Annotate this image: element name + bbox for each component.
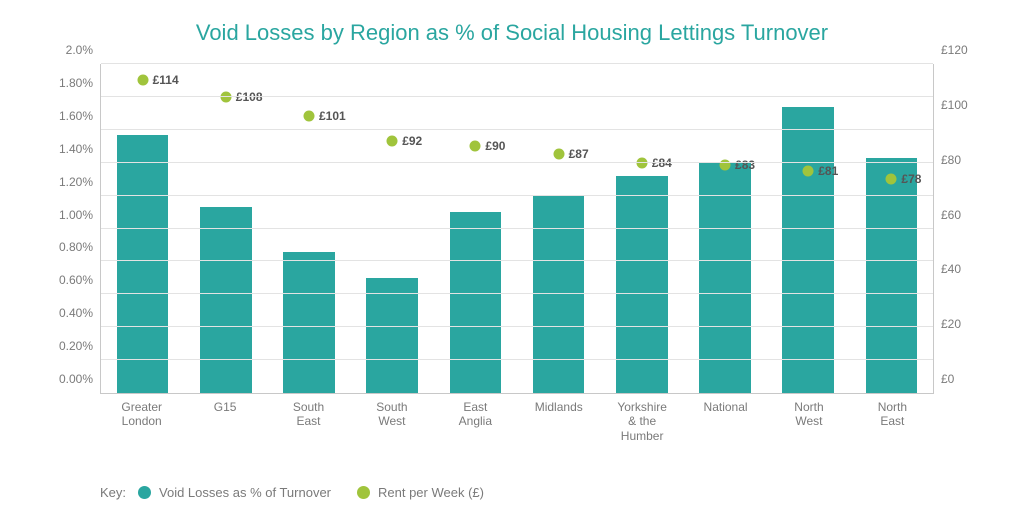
gridline — [101, 129, 933, 130]
y-right-tick: £60 — [933, 208, 961, 222]
legend-swatch-dot — [357, 486, 370, 499]
bar-slot: £87 — [517, 64, 600, 393]
gridline — [101, 260, 933, 261]
x-axis-label: EastAnglia — [434, 394, 517, 443]
gridline — [101, 326, 933, 327]
rent-dot-label: £101 — [319, 109, 346, 123]
legend: Key: Void Losses as % of Turnover Rent p… — [100, 485, 484, 500]
y-left-tick: 0.40% — [59, 306, 101, 320]
bar — [366, 278, 418, 393]
y-left-tick: 1.20% — [59, 175, 101, 189]
rent-dot-label: £92 — [402, 134, 422, 148]
x-axis-label: GreaterLondon — [100, 394, 183, 443]
bar — [450, 212, 502, 393]
y-left-tick: 1.00% — [59, 208, 101, 222]
y-left-tick: 2.0% — [66, 43, 101, 57]
y-left-tick: 0.20% — [59, 339, 101, 353]
rent-dot-label: £87 — [569, 147, 589, 161]
bar — [117, 135, 169, 393]
x-axis-labels: GreaterLondonG15SouthEastSouthWestEastAn… — [100, 394, 934, 443]
rent-dot-label: £81 — [818, 164, 838, 178]
x-axis-label: NorthEast — [851, 394, 934, 443]
rent-dot-label: £90 — [485, 139, 505, 153]
x-axis-label: Yorkshire& theHumber — [600, 394, 683, 443]
plot-wrapper: £114£108£101£92£90£87£84£83£81£78 0.00%0… — [100, 64, 934, 434]
legend-label-dot: Rent per Week (£) — [378, 485, 484, 500]
y-right-tick: £40 — [933, 262, 961, 276]
x-axis-label: National — [684, 394, 767, 443]
rent-dot — [137, 75, 148, 86]
rent-dot — [387, 135, 398, 146]
rent-dot — [304, 111, 315, 122]
rent-dot-label: £83 — [735, 158, 755, 172]
legend-label-bar: Void Losses as % of Turnover — [159, 485, 331, 500]
rent-dot — [220, 91, 231, 102]
rent-dot — [803, 165, 814, 176]
gridline — [101, 195, 933, 196]
bar-slot: £90 — [434, 64, 517, 393]
chart-title: Void Losses by Region as % of Social Hou… — [40, 20, 984, 46]
gridline — [101, 228, 933, 229]
gridline — [101, 359, 933, 360]
x-axis-label: NorthWest — [767, 394, 850, 443]
legend-swatch-bar — [138, 486, 151, 499]
bar-slot: £81 — [767, 64, 850, 393]
bar — [782, 107, 834, 393]
bar-slot: £114 — [101, 64, 184, 393]
x-axis-label: SouthEast — [267, 394, 350, 443]
gridline — [101, 162, 933, 163]
chart-container: Void Losses by Region as % of Social Hou… — [0, 0, 1024, 512]
bar-slot: £101 — [267, 64, 350, 393]
legend-key: Key: — [100, 485, 126, 500]
bar-slot: £92 — [351, 64, 434, 393]
bar — [866, 158, 918, 393]
bar — [200, 207, 252, 393]
bar-slot: £108 — [184, 64, 267, 393]
rent-dot-label: £108 — [236, 90, 263, 104]
x-axis-label: G15 — [183, 394, 266, 443]
bar — [283, 252, 335, 393]
y-right-tick: £20 — [933, 317, 961, 331]
bar-slot: £78 — [850, 64, 933, 393]
rent-dot-label: £114 — [153, 73, 179, 87]
gridline — [101, 293, 933, 294]
gridline — [101, 96, 933, 97]
bar-slot: £84 — [600, 64, 683, 393]
bar — [616, 176, 668, 393]
rent-dot-label: £84 — [652, 156, 672, 170]
y-left-tick: 1.80% — [59, 76, 101, 90]
bars-layer: £114 £108 £101 £92 £90 £87 £84 £83 £81 £78 — [101, 64, 933, 393]
rent-dot — [636, 157, 647, 168]
rent-dot — [886, 174, 897, 185]
x-axis-label: Midlands — [517, 394, 600, 443]
rent-dot-label: £78 — [901, 172, 921, 186]
y-right-tick: £120 — [933, 43, 968, 57]
rent-dot — [553, 149, 564, 160]
y-right-tick: £100 — [933, 98, 968, 112]
y-left-tick: 1.40% — [59, 142, 101, 156]
bar-slot: £83 — [683, 64, 766, 393]
y-left-tick: 1.60% — [59, 109, 101, 123]
rent-dot — [470, 141, 481, 152]
y-left-tick: 0.60% — [59, 273, 101, 287]
y-right-tick: £80 — [933, 153, 961, 167]
y-left-tick: 0.00% — [59, 372, 101, 386]
x-axis-label: SouthWest — [350, 394, 433, 443]
y-left-tick: 0.80% — [59, 240, 101, 254]
gridline — [101, 63, 933, 64]
plot-area: £114£108£101£92£90£87£84£83£81£78 0.00%0… — [100, 64, 934, 394]
y-right-tick: £0 — [933, 372, 954, 386]
